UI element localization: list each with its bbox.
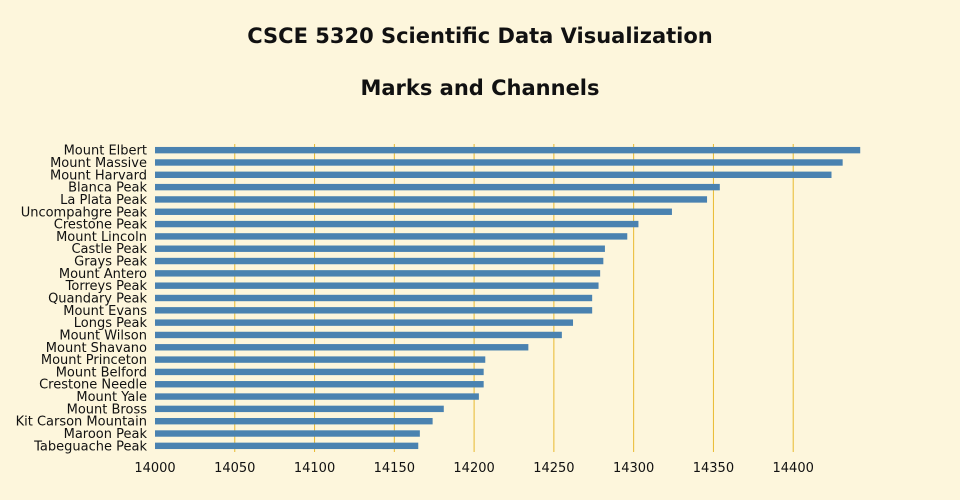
category-label: Longs Peak bbox=[74, 316, 148, 331]
category-label: Maroon Peak bbox=[64, 427, 148, 442]
bar bbox=[155, 331, 562, 339]
category-label: Mount Lincoln bbox=[56, 230, 147, 245]
category-label: Mount Yale bbox=[76, 390, 147, 405]
bar bbox=[155, 220, 639, 228]
bar bbox=[155, 307, 593, 314]
bar bbox=[155, 417, 433, 425]
bar bbox=[155, 159, 843, 166]
x-tick-label: 14000 bbox=[134, 461, 175, 476]
category-label: Crestone Peak bbox=[54, 218, 148, 233]
category-label: Torreys Peak bbox=[65, 279, 148, 294]
bars bbox=[155, 146, 861, 450]
x-tick-label: 14100 bbox=[294, 461, 335, 476]
category-label: Mount Bross bbox=[67, 402, 148, 417]
category-label: Kit Carson Mountain bbox=[16, 415, 147, 430]
category-label: Quandary Peak bbox=[48, 292, 147, 307]
bar bbox=[155, 442, 419, 450]
bar bbox=[155, 270, 601, 277]
bar bbox=[155, 146, 861, 154]
bar bbox=[155, 356, 486, 363]
category-label: Mount Belford bbox=[56, 365, 147, 380]
bar bbox=[155, 381, 484, 388]
category-label: Uncompahgre Peak bbox=[21, 205, 148, 220]
x-tick-label: 14150 bbox=[374, 461, 415, 476]
bar bbox=[155, 430, 420, 437]
x-tick-label: 14400 bbox=[773, 461, 814, 476]
category-label: Mount Princeton bbox=[41, 353, 147, 368]
bar bbox=[155, 208, 672, 215]
bar bbox=[155, 368, 484, 376]
category-label: Mount Shavano bbox=[46, 341, 147, 356]
bar bbox=[155, 294, 593, 302]
bar bbox=[155, 245, 605, 252]
bar bbox=[155, 282, 599, 289]
x-axis-ticks: 14000 14050 14100 14150 14200 14250 14300 14350… bbox=[134, 461, 814, 476]
category-label: Mount Antero bbox=[59, 267, 147, 282]
category-label: Mount Massive bbox=[50, 156, 147, 171]
bar bbox=[155, 196, 708, 203]
category-label: Blanca Peak bbox=[68, 181, 147, 196]
bar bbox=[155, 319, 574, 326]
chart-title: CSCE 5320 Scientific Data Visualization bbox=[247, 24, 713, 48]
category-label: Mount Elbert bbox=[64, 144, 147, 159]
category-label: Crestone Needle bbox=[39, 378, 147, 393]
bar bbox=[155, 183, 720, 191]
category-label: Mount Wilson bbox=[59, 328, 147, 343]
x-tick-label: 14350 bbox=[693, 461, 734, 476]
category-label: Mount Harvard bbox=[50, 168, 147, 183]
bar bbox=[155, 344, 529, 351]
x-tick-label: 14250 bbox=[533, 461, 574, 476]
x-tick-label: 14050 bbox=[214, 461, 255, 476]
x-tick-label: 14200 bbox=[453, 461, 494, 476]
category-label: Castle Peak bbox=[71, 242, 147, 257]
category-label: Tabeguache Peak bbox=[33, 439, 147, 454]
category-label: La Plata Peak bbox=[60, 193, 147, 208]
bar bbox=[155, 405, 444, 413]
bar bbox=[155, 171, 832, 179]
chart-subtitle: Marks and Channels bbox=[360, 76, 600, 100]
category-label: Mount Evans bbox=[63, 304, 147, 319]
bar bbox=[155, 257, 604, 265]
x-tick-label: 14300 bbox=[613, 461, 654, 476]
bar bbox=[155, 233, 628, 240]
bar bbox=[155, 393, 479, 400]
category-label: Grays Peak bbox=[74, 255, 147, 270]
